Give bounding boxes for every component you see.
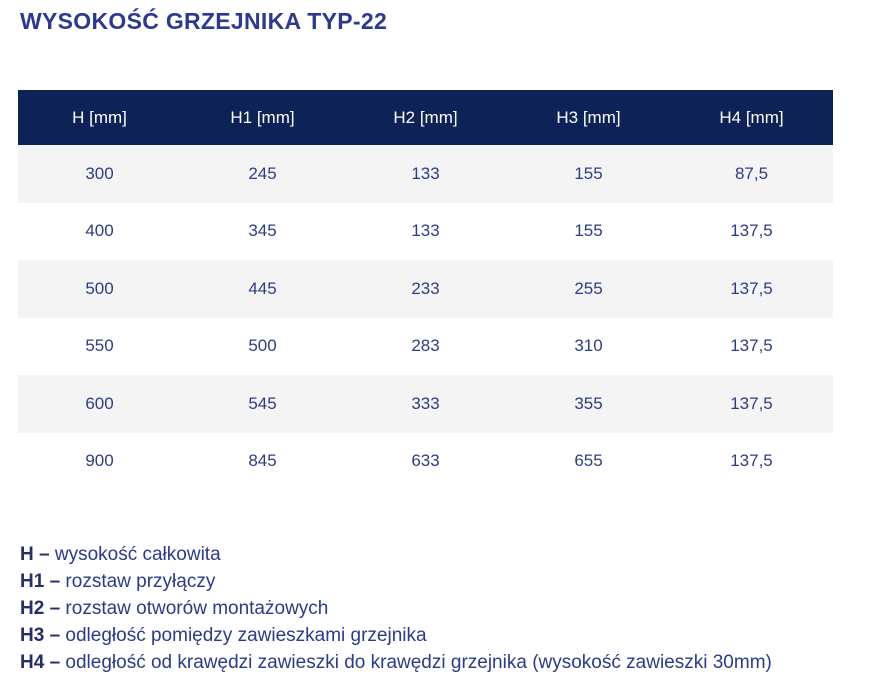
table-cell: 550 (85, 336, 114, 356)
table-cell: 87,5 (734, 163, 769, 183)
legend-item-h1: H1 – rozstaw przyłączy (20, 568, 772, 595)
table-cell: 245 (248, 163, 277, 183)
table-cell: 283 (411, 336, 440, 356)
table-cell: 400 (85, 221, 114, 241)
table-cell: 345 (248, 221, 277, 241)
table-header-row: H [mm] H1 [mm] H2 [mm] H3 [mm] H4 [mm] (18, 90, 833, 145)
table-row: 900 845 633 655 137,5 (18, 432, 833, 490)
table-cell: 500 (85, 278, 114, 298)
table-header-h: H [mm] (18, 90, 181, 145)
table-cell: 310 (574, 336, 603, 356)
table-row: 550 500 283 310 137,5 (18, 317, 833, 375)
table-row: 500 445 233 255 137,5 (18, 260, 833, 318)
legend-label-h2: H2 – (20, 598, 61, 619)
table-cell: 355 (574, 393, 603, 413)
legend-label-h3: H3 – (20, 625, 61, 646)
table-cell: 233 (411, 278, 440, 298)
legend-item-h2: H2 – rozstaw otworów montażowych (20, 595, 772, 622)
legend-item-h: H – wysokość całkowita (20, 541, 772, 568)
table-cell: 300 (85, 163, 114, 183)
table-cell: 600 (85, 393, 114, 413)
legend-item-h3: H3 – odległość pomiędzy zawieszkami grze… (20, 622, 772, 649)
table-cell: 333 (411, 393, 440, 413)
table-cell: 137,5 (730, 221, 773, 241)
legend: H – wysokość całkowita H1 – rozstaw przy… (20, 541, 772, 676)
table-cell: 445 (248, 278, 277, 298)
table-cell: 655 (574, 451, 603, 471)
legend-text-h2: rozstaw otworów montażowych (65, 598, 329, 619)
table-cell: 137,5 (730, 451, 773, 471)
radiator-height-table: H [mm] H1 [mm] H2 [mm] H3 [mm] H4 [mm] 3… (18, 90, 833, 490)
table-cell: 137,5 (730, 336, 773, 356)
table-cell: 137,5 (730, 278, 773, 298)
legend-item-h4: H4 – odległość od krawędzi zawieszki do … (20, 649, 772, 676)
table-cell: 545 (248, 393, 277, 413)
table-row: 600 545 333 355 137,5 (18, 375, 833, 433)
table-cell: 845 (248, 451, 277, 471)
table-header-h1: H1 [mm] (181, 90, 344, 145)
table-header-h2: H2 [mm] (344, 90, 507, 145)
legend-text-h4: odległość od krawędzi zawieszki do krawę… (65, 652, 772, 673)
table-header-h4: H4 [mm] (670, 90, 833, 145)
table-cell: 155 (574, 221, 603, 241)
table-head: H [mm] H1 [mm] H2 [mm] H3 [mm] H4 [mm] (18, 90, 833, 145)
legend-text-h: wysokość całkowita (54, 544, 221, 565)
table-header-h3: H3 [mm] (507, 90, 670, 145)
table-cell: 137,5 (730, 393, 773, 413)
table-cell: 255 (574, 278, 603, 298)
legend-label-h: H – (20, 544, 50, 565)
legend-text-h3: odległość pomiędzy zawieszkami grzejnika (65, 625, 427, 646)
table-row: 400 345 133 155 137,5 (18, 202, 833, 260)
table-cell: 133 (411, 163, 440, 183)
page-title: WYSOKOŚĆ GRZEJNIKA TYP-22 (20, 8, 388, 34)
table-body: 300 245 133 155 87,5 400 345 133 155 137,5 500 445 2… (18, 145, 833, 490)
table-cell: 500 (248, 336, 277, 356)
legend-text-h1: rozstaw przyłączy (65, 571, 216, 592)
table-cell: 900 (85, 451, 114, 471)
table-row: 300 245 133 155 87,5 (18, 145, 833, 203)
table-cell: 133 (411, 221, 440, 241)
table-cell: 155 (574, 163, 603, 183)
legend-label-h1: H1 – (20, 571, 61, 592)
legend-label-h4: H4 – (20, 652, 61, 673)
table-cell: 633 (411, 451, 440, 471)
